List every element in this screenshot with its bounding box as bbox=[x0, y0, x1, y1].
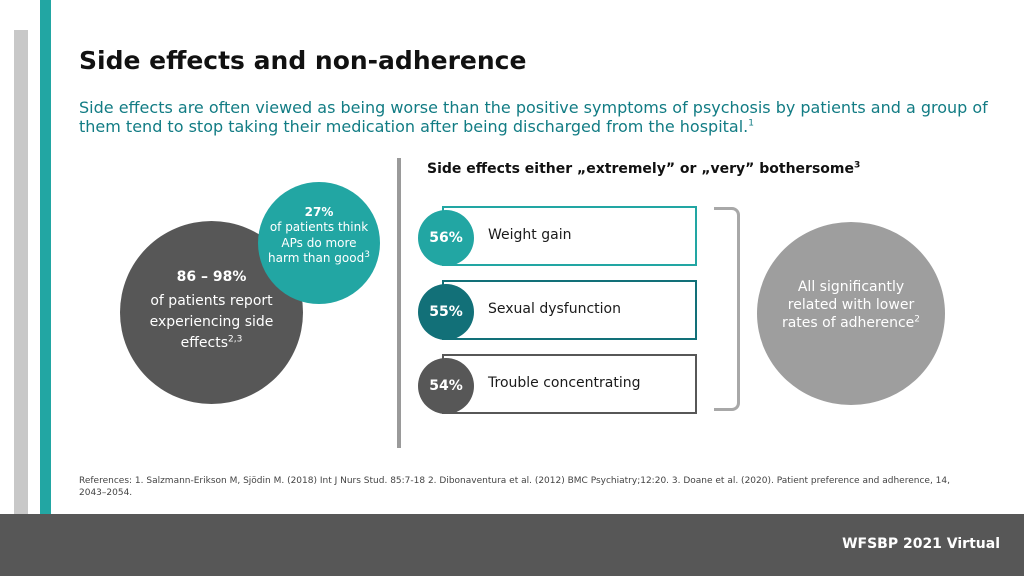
patients-report-ref: 2,3 bbox=[228, 334, 243, 345]
right-bracket bbox=[714, 207, 740, 411]
subtitle-ref: 1 bbox=[748, 118, 754, 129]
footer-conference-label: WFSBP 2021 Virtual bbox=[842, 536, 1000, 552]
side-effects-heading: Side effects either „extremely” or „very… bbox=[427, 161, 860, 177]
adherence-text: All significantly related with lower rat… bbox=[775, 278, 927, 332]
sexual-dysfunction-label: Sexual dysfunction bbox=[488, 301, 621, 317]
trouble-concentrating-pct-circle: 54% bbox=[418, 358, 474, 414]
subtitle-text: Side effects are often viewed as being w… bbox=[79, 98, 988, 136]
side-effects-heading-ref: 3 bbox=[854, 160, 861, 171]
left-gray-stripe bbox=[14, 30, 28, 576]
weight-gain-box: Weight gain bbox=[442, 206, 697, 266]
footer-bar: WFSBP 2021 Virtual bbox=[0, 514, 1024, 576]
harm-than-good-label: of patients think APs do more harm than … bbox=[268, 220, 369, 265]
references: References: 1. Salzmann-Erikson M, Sjödi… bbox=[79, 476, 950, 498]
adherence-label: All significantly related with lower rat… bbox=[781, 279, 915, 331]
weight-gain-label: Weight gain bbox=[488, 227, 572, 243]
patients-report-pct: 86 – 98% bbox=[176, 269, 247, 285]
adherence-ref: 2 bbox=[914, 314, 921, 325]
harm-than-good-pct: 27% bbox=[304, 205, 334, 219]
sexual-dysfunction-pct-circle: 55% bbox=[418, 284, 474, 340]
page-subtitle: Side effects are often viewed as being w… bbox=[79, 98, 999, 136]
adherence-circle: All significantly related with lower rat… bbox=[757, 222, 945, 405]
sexual-dysfunction-box: Sexual dysfunction bbox=[442, 280, 697, 340]
patients-report-text: of patients report experiencing side eff… bbox=[130, 291, 293, 354]
side-effects-heading-text: Side effects either „extremely” or „very… bbox=[427, 161, 854, 177]
trouble-concentrating-label: Trouble concentrating bbox=[488, 375, 641, 391]
weight-gain-pct-circle: 56% bbox=[418, 210, 474, 266]
harm-than-good-circle: 27% of patients think APs do more harm t… bbox=[258, 182, 380, 304]
vertical-divider bbox=[397, 158, 401, 448]
harm-than-good-ref: 3 bbox=[364, 250, 370, 260]
page-title: Side effects and non-adherence bbox=[79, 46, 527, 75]
left-teal-stripe bbox=[40, 0, 51, 576]
trouble-concentrating-box: Trouble concentrating bbox=[442, 354, 697, 414]
patients-report-label: of patients report experiencing side eff… bbox=[149, 293, 274, 351]
harm-than-good-text: of patients think APs do more harm than … bbox=[264, 220, 374, 267]
